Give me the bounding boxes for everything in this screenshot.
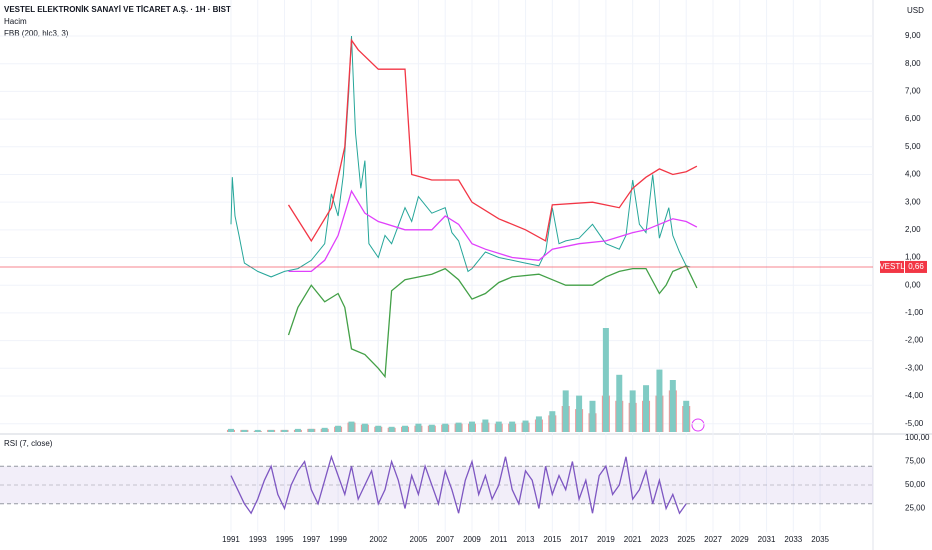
volume-bar [442, 423, 449, 432]
x-tick-label: 2013 [517, 535, 535, 544]
y-tick-label: -2,00 [905, 336, 924, 345]
x-tick-label: 1991 [222, 535, 240, 544]
volume-bar [535, 416, 542, 432]
volume-bar [415, 423, 422, 432]
x-tick-label: 1993 [249, 535, 267, 544]
volume-bar [294, 428, 301, 432]
y-tick-label: -5,00 [905, 419, 924, 428]
x-tick-label: 2017 [570, 535, 588, 544]
y-tick-label: -1,00 [905, 308, 924, 317]
volume-bar [321, 427, 328, 432]
event-icon[interactable] [691, 418, 705, 432]
y-tick-label: 1,00 [905, 253, 921, 262]
y-tick-label: 9,00 [905, 31, 921, 40]
x-tick-label: 2031 [758, 535, 776, 544]
volume-bar [281, 429, 288, 432]
x-tick-label: 2019 [597, 535, 615, 544]
volume-bar [549, 411, 556, 432]
volume-bar [227, 428, 234, 432]
x-tick-label: 2021 [624, 535, 642, 544]
y-tick-label: 25,00 [905, 504, 926, 513]
volume-bar [683, 400, 690, 432]
rsi-title: RSI (7, close) [4, 439, 53, 448]
x-tick-label: 2027 [704, 535, 722, 544]
volume-bar [629, 390, 636, 432]
y-tick-label: 6,00 [905, 114, 921, 123]
x-tick-label: 2023 [651, 535, 669, 544]
y-tick-label: 50,00 [905, 480, 926, 489]
volume-bar [602, 328, 609, 432]
volume-bar [495, 421, 502, 432]
y-tick-label: 0,00 [905, 280, 921, 289]
x-tick-label: 2007 [436, 535, 454, 544]
currency-label: USD [907, 6, 924, 15]
x-tick-label: 2035 [811, 535, 829, 544]
indicator-label: Hacim [4, 17, 27, 26]
x-tick-label: 2005 [410, 535, 428, 544]
volume-bar [241, 429, 248, 432]
price-label: 0,66 [908, 262, 924, 271]
series-line [230, 454, 687, 515]
indicator-label: FBB (200, hlc3, 3) [4, 29, 69, 38]
volume-bar [428, 424, 435, 432]
x-tick-label: 1999 [329, 535, 347, 544]
volume-bar [522, 420, 529, 432]
x-tick-label: 2025 [677, 535, 695, 544]
x-tick-label: 2033 [784, 535, 802, 544]
x-tick-label: 1995 [276, 535, 294, 544]
y-tick-label: 5,00 [905, 142, 921, 151]
x-tick-label: 2011 [490, 535, 508, 544]
volume-bar [616, 374, 623, 432]
volume-bar [402, 425, 409, 432]
volume-bar [576, 395, 583, 432]
x-tick-label: 2029 [731, 535, 749, 544]
volume-bar [375, 425, 382, 432]
chart-title: VESTEL ELEKTRONİK SANAYİ VE TİCARET A.Ş.… [4, 5, 231, 14]
y-tick-label: -4,00 [905, 391, 924, 400]
volume-bar [589, 400, 596, 432]
price-tag [905, 260, 927, 273]
y-tick-label: -3,00 [905, 363, 924, 372]
volume-bar [562, 390, 569, 432]
volume-bar [348, 421, 355, 432]
y-tick-label: 2,00 [905, 225, 921, 234]
series-line [287, 264, 698, 379]
volume-bar [361, 423, 368, 432]
volume-bar [468, 421, 475, 432]
y-tick-label: 8,00 [905, 59, 921, 68]
x-tick-label: 2015 [543, 535, 561, 544]
series-line [287, 38, 698, 243]
volume-bar [656, 369, 663, 432]
volume-bar [254, 429, 261, 432]
y-tick-label: 4,00 [905, 170, 921, 179]
symbol-tag [880, 260, 904, 273]
volume-bar [455, 422, 462, 432]
volume-bar [669, 380, 676, 432]
volume-bar [643, 385, 650, 432]
volume-bar [482, 419, 489, 432]
y-tick-label: 3,00 [905, 197, 921, 206]
x-tick-label: 2009 [463, 535, 481, 544]
series-line [230, 35, 691, 278]
volume-bar [308, 428, 315, 432]
symbol-label: VESTL [879, 262, 905, 271]
volume-bar [335, 425, 342, 432]
x-tick-label: 2002 [369, 535, 387, 544]
volume-bar [388, 426, 395, 432]
series-line [288, 189, 698, 273]
volume-bar [509, 421, 516, 432]
y-tick-label: 75,00 [905, 457, 926, 466]
y-tick-label: 100,00 [905, 433, 930, 442]
volume-bar [268, 429, 275, 432]
y-tick-label: 7,00 [905, 86, 921, 95]
x-tick-label: 1997 [302, 535, 320, 544]
